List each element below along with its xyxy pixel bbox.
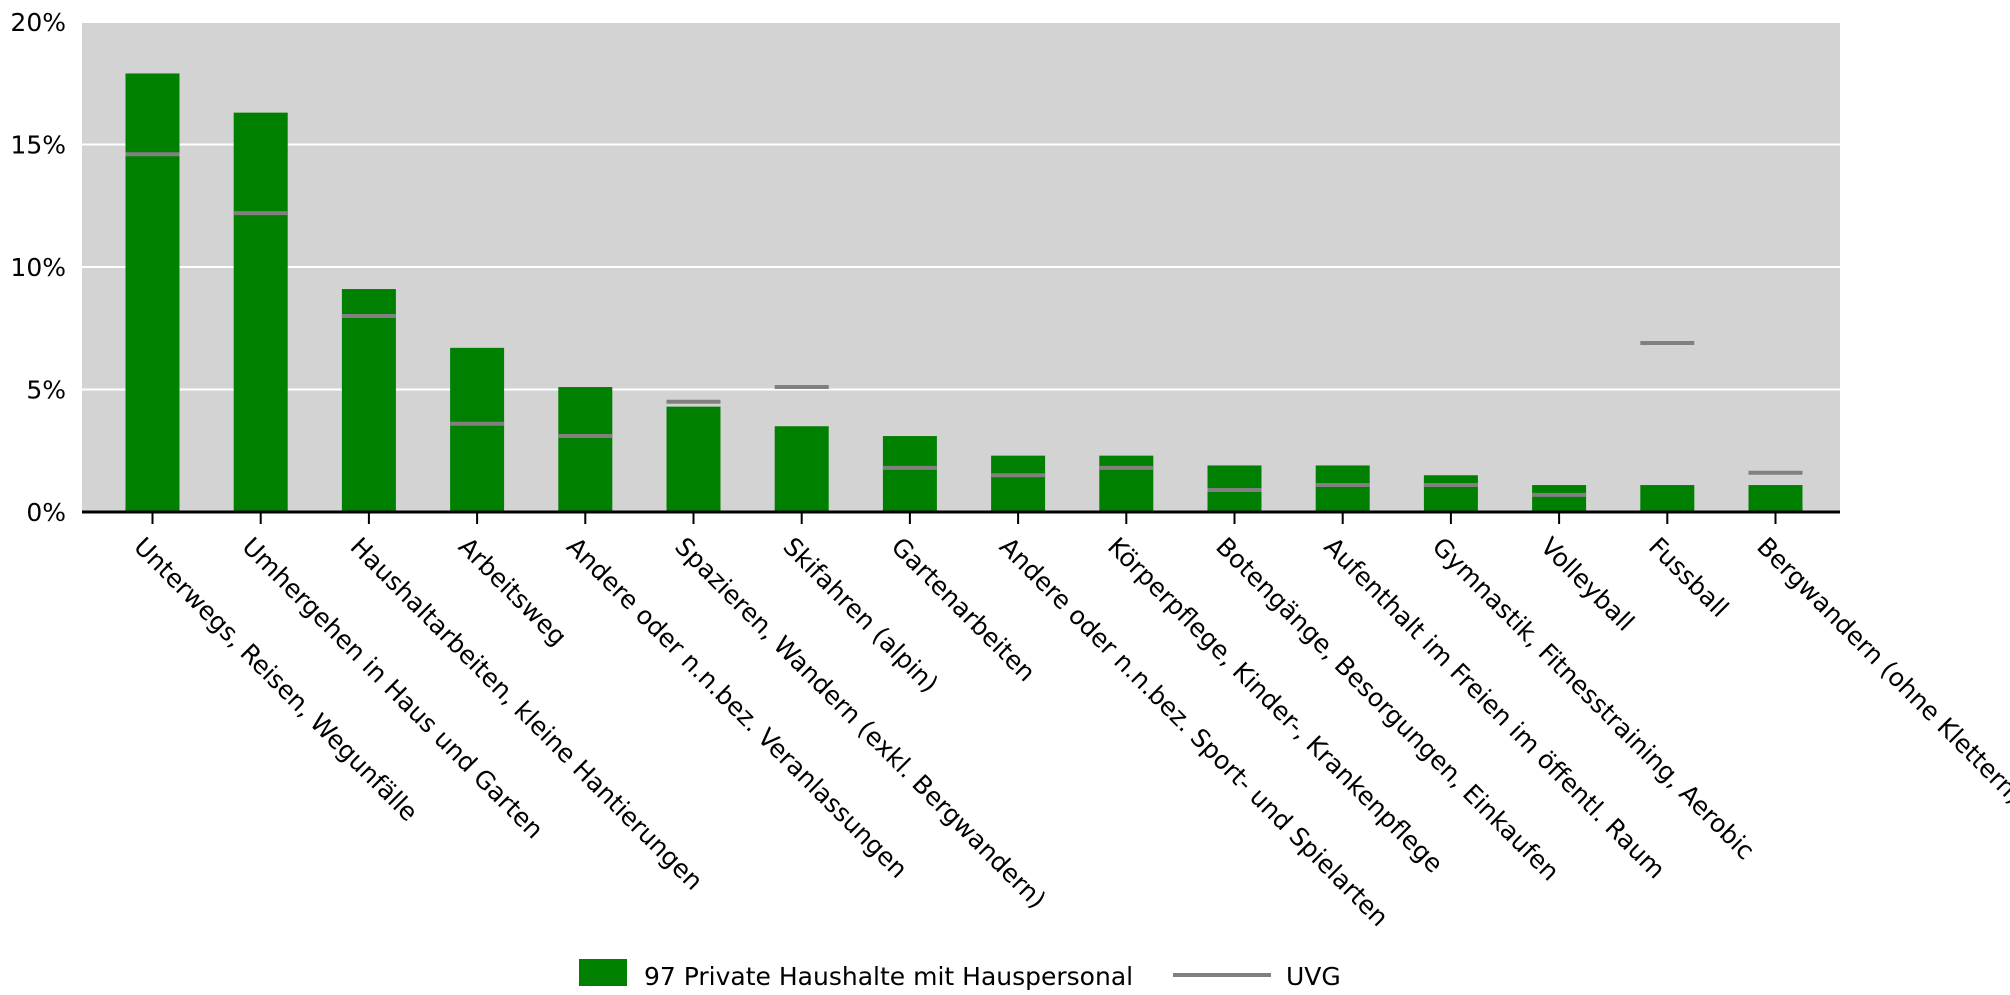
bars: [125, 73, 1803, 513]
bar: [1423, 475, 1478, 512]
y-tick-label: 10%: [10, 253, 66, 282]
bar: [558, 387, 613, 512]
uvg-markers: [125, 152, 1803, 497]
x-tick-labels: Unterwegs, Reisen, WegunfälleUmhergehen …: [128, 532, 2010, 932]
bar: [882, 436, 937, 512]
bar: [1748, 485, 1803, 512]
legend-label-bar: 97 Private Haushalte mit Hauspersonal: [644, 962, 1133, 991]
x-tick-label: Fussball: [1643, 532, 1734, 623]
y-tick-label: 5%: [26, 376, 66, 405]
legend-swatch-bar: [579, 959, 627, 986]
bar: [125, 73, 180, 512]
legend-label-marker: UVG: [1286, 962, 1341, 991]
y-tick-labels: 0% 5% 10% 15% 20%: [10, 8, 66, 527]
bar: [341, 289, 396, 512]
legend: 97 Private Haushalte mit Hauspersonal UV…: [579, 959, 1341, 991]
bar: [1640, 485, 1695, 512]
bar: [1315, 465, 1370, 512]
bar: [450, 347, 505, 512]
y-tick-label: 20%: [10, 8, 66, 37]
bar: [233, 112, 288, 513]
bar: [1099, 455, 1154, 512]
bar: [666, 406, 721, 512]
y-tick-label: 0%: [26, 498, 66, 527]
x-tick-label: Bergwandern (ohne Klettern): [1751, 532, 2010, 810]
x-tick-label: Spazieren, Wandern (exkl. Bergwandern): [669, 532, 1051, 914]
x-tick-label: Volleyball: [1535, 532, 1640, 637]
y-tick-label: 15%: [10, 131, 66, 160]
x-tick-label: Arbeitsweg: [453, 532, 573, 652]
bar: [991, 455, 1046, 512]
x-tick-label: Andere oder n.n.bez. Sport- und Spielart…: [994, 532, 1394, 932]
axes: [82, 510, 1840, 524]
bar: [1532, 485, 1587, 512]
bar: [774, 426, 829, 512]
